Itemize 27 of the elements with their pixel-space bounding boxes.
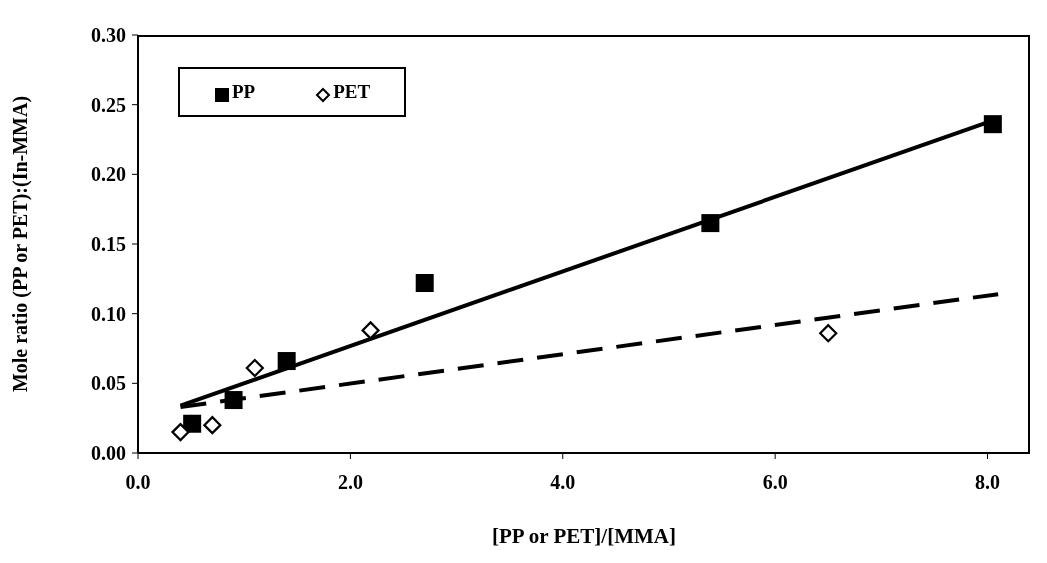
legend-label: PET <box>333 81 371 103</box>
point <box>819 324 838 343</box>
legend-label: PP <box>232 81 256 103</box>
x-axis-title: [PP or PET]/[MMA] <box>492 524 676 548</box>
y-tick-label: 0.00 <box>91 442 126 465</box>
point <box>983 115 1002 134</box>
y-axis-title: Mole ratio (PP or PET):(In-MMA) <box>9 95 33 393</box>
x-tick-label: 6.0 <box>762 471 788 494</box>
point <box>277 352 296 371</box>
point <box>203 416 222 435</box>
x-tick-label: 8.0 <box>975 471 1001 494</box>
y-tick-label: 0.05 <box>91 372 126 395</box>
y-tick-label: 0.15 <box>91 233 126 256</box>
x-tick-label: 4.0 <box>550 471 576 494</box>
point <box>245 358 264 378</box>
point <box>415 274 434 293</box>
y-tick-label: 0.10 <box>91 302 126 325</box>
point <box>183 414 202 433</box>
y-tick-label: 0.25 <box>91 93 126 116</box>
y-tick-label: 0.20 <box>91 163 126 186</box>
x-tick-label: 2.0 <box>337 471 363 494</box>
point <box>361 321 380 340</box>
point <box>701 214 720 233</box>
y-tick-label: 0.30 <box>91 24 126 47</box>
x-tick-label: 0.0 <box>125 471 151 494</box>
point <box>171 423 190 442</box>
point <box>224 391 243 410</box>
